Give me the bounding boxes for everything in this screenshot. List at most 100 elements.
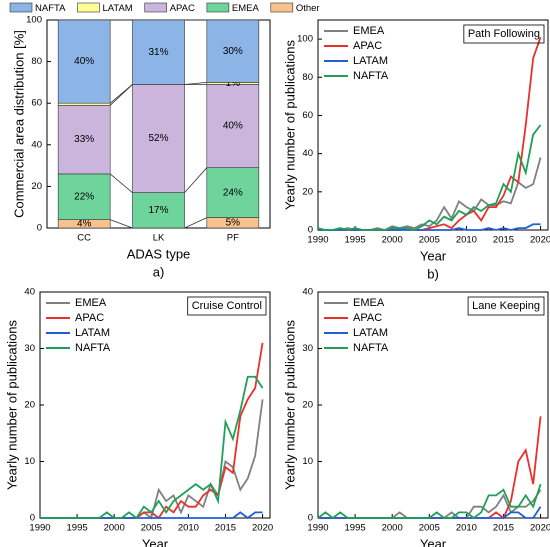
x-tick-label: 2005 xyxy=(419,523,440,534)
x-tick-label: 2020 xyxy=(530,523,550,534)
y-tick-label: 20 xyxy=(24,400,35,411)
legend-label: EMEA xyxy=(353,297,385,309)
x-tick-label: 2015 xyxy=(215,523,236,534)
y-axis-label: Yearly number of publications xyxy=(4,319,19,490)
legend-swatch xyxy=(270,2,294,13)
legend-swatch xyxy=(206,2,230,13)
panel-title: Lane Keeping xyxy=(472,300,540,312)
x-axis-label: Year xyxy=(420,536,447,547)
y-tick-label: 100 xyxy=(297,34,313,45)
x-tick-label: PF xyxy=(227,233,239,244)
x-tick-label: 2000 xyxy=(382,523,403,534)
connector xyxy=(110,219,133,229)
bar-segment xyxy=(57,19,111,104)
series-line xyxy=(317,124,542,231)
panel-title: Cruise Control xyxy=(192,300,262,312)
x-tick-label: 2000 xyxy=(104,523,125,534)
y-tick-label: 0 xyxy=(308,513,313,524)
value-label: 33% xyxy=(74,134,94,145)
legend-label: EMEA xyxy=(232,3,260,14)
connector xyxy=(109,84,133,104)
legend-swatch xyxy=(144,2,168,13)
x-tick-label: 2005 xyxy=(141,523,162,534)
value-label: 31% xyxy=(148,47,168,58)
y-tick-label: 10 xyxy=(24,456,35,467)
legend-label: LATAM xyxy=(102,3,132,14)
legend-label: NAFTA xyxy=(35,3,66,14)
title-box xyxy=(467,296,545,316)
y-axis-label: Yearly number of publications xyxy=(282,319,297,490)
y-tick-label: 0 xyxy=(308,225,313,236)
legend-label: Other xyxy=(296,3,320,14)
x-axis-label: Year xyxy=(142,536,169,547)
x-tick-label: 2005 xyxy=(419,235,440,246)
x-tick-label: 2010 xyxy=(178,523,199,534)
title-box xyxy=(187,296,267,316)
y-tick-label: 20 xyxy=(31,181,42,192)
value-label: 5% xyxy=(226,217,241,228)
value-label: 40% xyxy=(223,121,243,132)
y-tick-label: 10 xyxy=(302,456,313,467)
series-line xyxy=(318,157,542,231)
legend-label: LATAM xyxy=(353,327,388,339)
connector xyxy=(109,173,133,193)
x-tick-label: 1990 xyxy=(307,235,328,246)
bar-segment xyxy=(206,167,260,218)
y-tick-label: 40 xyxy=(31,139,42,150)
x-tick-label: 2000 xyxy=(382,235,403,246)
y-tick-label: 40 xyxy=(24,287,35,298)
legend-label: EMEA xyxy=(353,25,385,37)
bar-segment xyxy=(132,192,185,229)
series-line xyxy=(40,399,264,520)
legend-label: LATAM xyxy=(75,327,110,339)
y-tick-label: 0 xyxy=(37,223,42,234)
legend-swatch xyxy=(9,2,33,13)
bar-segment xyxy=(57,173,111,220)
bar-segment xyxy=(57,104,111,175)
y-tick-label: 20 xyxy=(302,186,313,197)
series-line xyxy=(318,489,542,519)
legend-label: APAC xyxy=(353,312,382,324)
x-tick-label: 2015 xyxy=(493,235,514,246)
legend-label: NAFTA xyxy=(353,342,389,354)
y-tick-label: 0 xyxy=(30,513,35,524)
y-tick-label: 30 xyxy=(24,343,35,354)
legend-label: APAC xyxy=(353,40,382,52)
y-tick-label: 100 xyxy=(26,15,42,26)
y-tick-label: 80 xyxy=(31,56,42,67)
series-line xyxy=(318,36,542,231)
x-tick-label: 1995 xyxy=(345,523,366,534)
series-line xyxy=(317,483,542,520)
x-tick-label: 1990 xyxy=(307,523,328,534)
legend-label: EMEA xyxy=(75,297,107,309)
x-tick-label: 1995 xyxy=(345,235,366,246)
value-label: 30% xyxy=(223,46,243,57)
x-tick-label: 2020 xyxy=(530,235,550,246)
x-tick-label: CC xyxy=(77,233,91,244)
series-line xyxy=(40,375,264,520)
y-tick-label: 40 xyxy=(302,148,313,159)
series-line xyxy=(318,223,541,231)
x-tick-label: LK xyxy=(153,233,165,244)
y-tick-label: 60 xyxy=(302,110,313,121)
legend-label: LATAM xyxy=(353,55,388,67)
y-tick-label: 80 xyxy=(302,72,313,83)
value-label: 22% xyxy=(74,191,94,202)
x-axis-label: Year xyxy=(420,248,447,263)
y-tick-label: 60 xyxy=(31,98,42,109)
value-label: 40% xyxy=(74,56,94,67)
x-tick-label: 1995 xyxy=(67,523,88,534)
value-label: 1% xyxy=(226,78,241,89)
bar-segment xyxy=(132,84,185,193)
value-label: 52% xyxy=(148,133,168,144)
title-box xyxy=(463,24,545,44)
x-tick-label: 1990 xyxy=(29,523,50,534)
y-tick-label: 40 xyxy=(302,287,313,298)
legend-label: NAFTA xyxy=(75,342,111,354)
bar-segment xyxy=(132,19,185,85)
x-tick-label: 2010 xyxy=(456,235,477,246)
panel-caption: a) xyxy=(153,264,165,279)
panel-caption: b) xyxy=(427,266,439,281)
x-axis-label: ADAS type xyxy=(127,246,191,261)
